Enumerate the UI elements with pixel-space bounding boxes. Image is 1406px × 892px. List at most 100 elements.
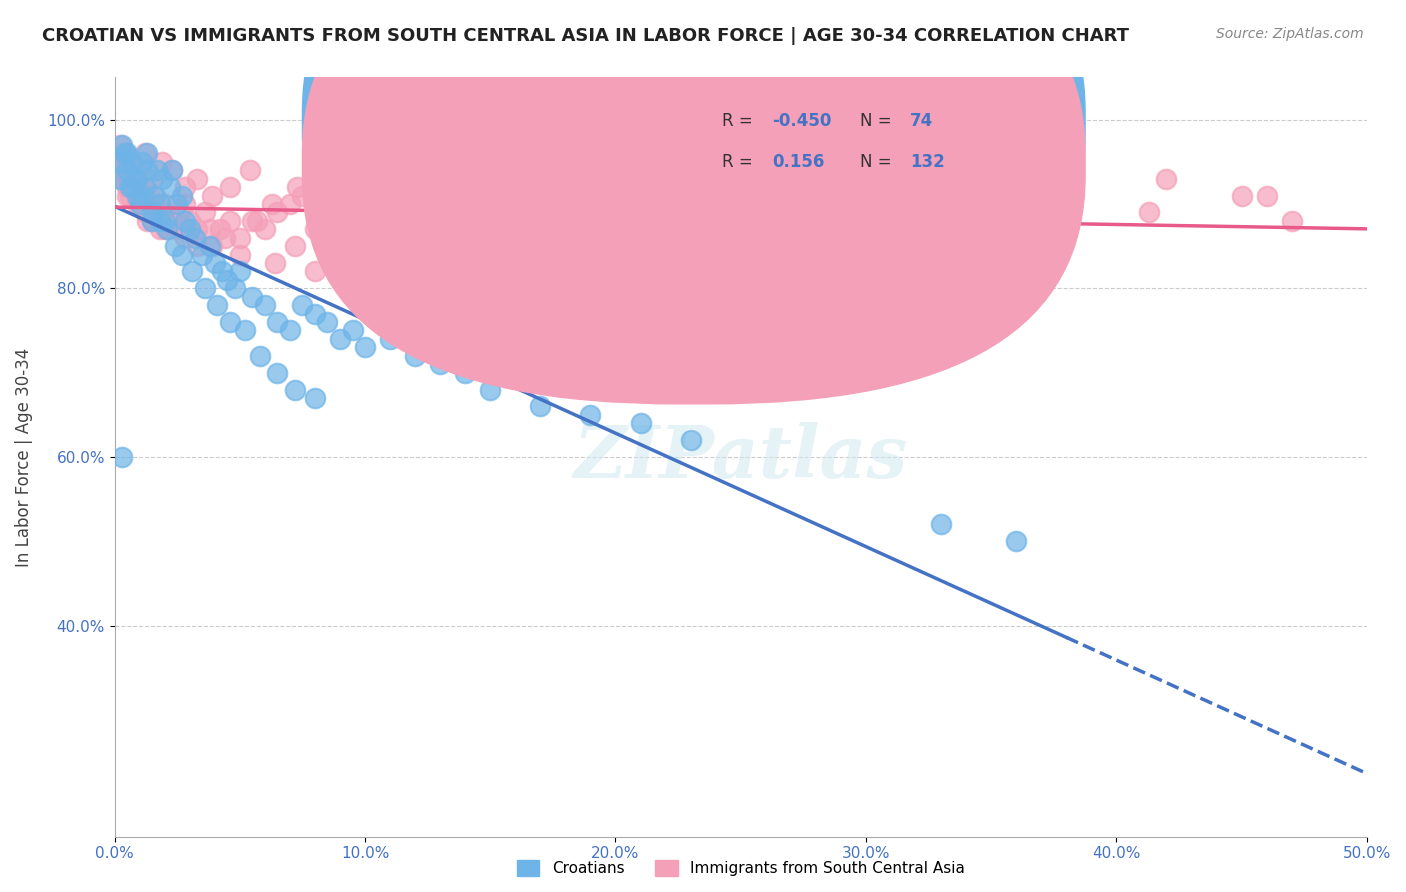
Point [1281, 214, 1303, 228]
Point [163, 222, 186, 236]
Point [108, 171, 131, 186]
Point [163, 214, 186, 228]
Point [143, 188, 166, 202]
Point [111, 450, 134, 464]
Point [441, 230, 464, 244]
Point [329, 332, 352, 346]
Y-axis label: In Labor Force | Age 30-34: In Labor Force | Age 30-34 [15, 347, 32, 566]
Point [118, 188, 141, 202]
Point [138, 188, 160, 202]
Point [143, 205, 166, 219]
Point [150, 214, 173, 228]
Point [704, 188, 727, 202]
Point [813, 230, 835, 244]
Point [179, 222, 201, 236]
Point [124, 171, 146, 186]
Point [115, 146, 138, 161]
Point [955, 197, 977, 211]
Point [679, 433, 702, 447]
Point [105, 154, 128, 169]
Text: R =: R = [721, 153, 758, 171]
Point [173, 230, 195, 244]
Point [284, 239, 307, 253]
Text: N =: N = [859, 112, 897, 129]
Point [146, 163, 169, 178]
Point [128, 197, 150, 211]
Point [249, 349, 271, 363]
Point [354, 222, 377, 236]
Text: 0.156: 0.156 [772, 153, 824, 171]
Point [630, 417, 652, 431]
Point [121, 154, 143, 169]
Point [198, 239, 221, 253]
Point [291, 298, 314, 312]
Point [266, 315, 288, 329]
Point [484, 214, 506, 228]
Point [479, 383, 502, 397]
Point [111, 137, 134, 152]
Point [1050, 197, 1073, 211]
Point [172, 247, 194, 261]
Point [454, 247, 477, 261]
Point [304, 391, 326, 405]
Point [127, 163, 149, 178]
Point [172, 188, 194, 202]
Point [567, 205, 589, 219]
Point [253, 298, 276, 312]
Point [118, 154, 141, 169]
Point [654, 197, 676, 211]
Point [342, 323, 364, 337]
Point [266, 366, 288, 380]
Point [454, 366, 477, 380]
Point [384, 256, 406, 270]
Point [229, 264, 252, 278]
Point [492, 197, 515, 211]
Point [184, 230, 207, 244]
Point [692, 239, 714, 253]
Point [1005, 534, 1028, 549]
Point [198, 222, 221, 236]
Text: R =: R = [721, 112, 758, 129]
Point [378, 332, 401, 346]
Point [115, 188, 138, 202]
Point [246, 214, 269, 228]
Point [378, 197, 401, 211]
Point [368, 214, 391, 228]
Point [191, 247, 214, 261]
Point [278, 323, 301, 337]
Point [880, 188, 903, 202]
Text: Source: ZipAtlas.com: Source: ZipAtlas.com [1216, 27, 1364, 41]
Point [494, 230, 516, 244]
Point [229, 230, 252, 244]
Point [529, 400, 551, 414]
Point [354, 340, 377, 354]
Point [141, 214, 163, 228]
Point [186, 171, 208, 186]
Point [304, 222, 326, 236]
Point [111, 171, 134, 186]
Point [201, 188, 224, 202]
Point [311, 188, 333, 202]
Point [404, 222, 426, 236]
Point [128, 188, 150, 202]
Point [136, 214, 159, 228]
Point [207, 298, 229, 312]
Point [141, 205, 163, 219]
Point [217, 273, 239, 287]
Point [131, 154, 153, 169]
Point [169, 205, 191, 219]
Point [108, 146, 131, 161]
Point [1137, 205, 1160, 219]
Point [136, 146, 159, 161]
Point [194, 205, 217, 219]
Point [224, 281, 246, 295]
Point [284, 383, 307, 397]
Point [124, 163, 146, 178]
Text: 132: 132 [910, 153, 945, 171]
Point [201, 239, 224, 253]
Point [637, 222, 659, 236]
Point [121, 180, 143, 194]
Point [823, 239, 845, 253]
Point [143, 197, 166, 211]
Point [141, 171, 163, 186]
